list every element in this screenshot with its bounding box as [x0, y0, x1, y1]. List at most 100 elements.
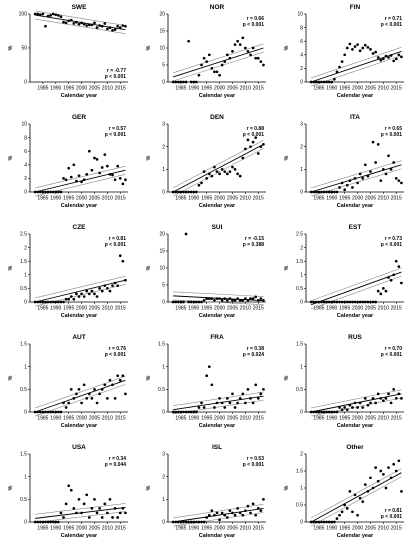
data-point: [327, 410, 331, 414]
data-point: [366, 403, 370, 407]
data-point: [330, 410, 334, 414]
data-point: [187, 39, 190, 43]
data-point: [333, 520, 336, 524]
data-point: [356, 513, 359, 517]
data-point: [389, 167, 393, 171]
data-point: [246, 387, 250, 391]
p-value: p < 0.001: [381, 22, 402, 28]
data-point: [387, 466, 390, 469]
data-point: [64, 502, 68, 506]
data-point: [215, 170, 219, 173]
data-point: [327, 80, 331, 84]
x-tick-label: 2015: [115, 416, 126, 422]
x-tick-label: 1985: [175, 306, 186, 312]
data-point: [251, 46, 255, 50]
data-point: [46, 520, 50, 524]
data-point: [95, 511, 99, 515]
data-point: [98, 24, 101, 27]
data-point: [231, 165, 234, 169]
data-point: [340, 408, 344, 412]
y-tick-label: 1: [162, 167, 165, 173]
data-point: [116, 284, 120, 288]
data-point: [363, 300, 367, 304]
y-axis-label: %: [146, 265, 152, 270]
x-tick-label: 2010: [102, 526, 113, 532]
data-point: [93, 156, 96, 160]
data-point: [387, 392, 390, 396]
p-value: p < 0.001: [243, 22, 264, 28]
data-point: [210, 509, 214, 513]
x-tick-label: 1990: [188, 306, 199, 312]
data-point: [82, 383, 86, 387]
data-point: [111, 383, 114, 387]
data-point: [77, 497, 81, 501]
x-tick-label: 2005: [227, 526, 238, 532]
y-axis-label: %: [284, 155, 290, 160]
data-point: [244, 401, 247, 405]
data-point: [244, 509, 247, 513]
p-value: p < 0.001: [381, 352, 402, 358]
x-tick-label: 2015: [115, 526, 126, 532]
data-point: [62, 177, 65, 180]
data-point: [72, 297, 76, 301]
data-point: [259, 60, 263, 63]
data-point: [118, 177, 122, 180]
x-tick-label: 2000: [76, 86, 87, 92]
data-point: [309, 80, 313, 84]
data-point: [57, 190, 60, 194]
data-point: [75, 179, 78, 183]
data-point: [41, 12, 45, 16]
data-point: [38, 300, 42, 304]
data-point: [103, 153, 107, 156]
data-point: [124, 278, 127, 282]
regression-line: [35, 379, 126, 413]
data-point: [85, 24, 89, 27]
ci-upper-line: [173, 43, 264, 74]
data-point: [213, 298, 216, 302]
data-point: [333, 190, 336, 194]
panel-title: FRA: [210, 334, 224, 341]
data-point: [317, 410, 321, 414]
y-tick-label: 10: [159, 266, 165, 272]
data-point: [124, 24, 127, 28]
data-point: [338, 186, 341, 189]
x-tick-label: 2000: [352, 416, 363, 422]
x-tick-label: 2005: [227, 86, 238, 92]
data-point: [174, 80, 178, 84]
ci-upper-line: [35, 165, 126, 189]
data-point: [80, 401, 83, 405]
y-tick-label: 20: [159, 232, 165, 238]
data-point: [241, 513, 245, 517]
data-point: [62, 20, 65, 24]
data-point: [322, 80, 326, 84]
p-value: p < 0.001: [105, 74, 126, 80]
data-point: [325, 410, 328, 414]
data-point: [366, 174, 370, 178]
data-point: [382, 473, 385, 476]
x-axis-label: Calendar year: [61, 533, 98, 539]
data-point: [361, 46, 365, 50]
data-point: [256, 56, 260, 60]
x-tick-label: 1995: [201, 416, 212, 422]
panel-swe: SWE 0 50 100 1985 1990 1995 2000 2005 2010 2015 Cal…: [8, 4, 128, 99]
x-tick-label: 2010: [240, 306, 251, 312]
data-point: [75, 20, 78, 24]
data-point: [213, 406, 216, 409]
data-point: [361, 177, 365, 180]
data-point: [262, 497, 265, 501]
y-tick-label: 0: [24, 300, 27, 306]
data-point: [184, 232, 188, 236]
y-tick-label: 0: [24, 520, 27, 526]
y-axis-label: %: [146, 155, 152, 160]
x-tick-label: 2015: [391, 416, 402, 422]
data-point: [320, 80, 323, 84]
data-point: [171, 410, 175, 414]
data-point: [98, 392, 101, 396]
data-point: [218, 518, 221, 522]
data-point: [72, 397, 76, 400]
x-tick-label: 1985: [313, 306, 324, 312]
y-axis-label: %: [8, 45, 14, 50]
x-axis-label: Calendar year: [199, 423, 236, 429]
data-point: [195, 520, 198, 524]
x-tick-label: 2010: [240, 416, 251, 422]
